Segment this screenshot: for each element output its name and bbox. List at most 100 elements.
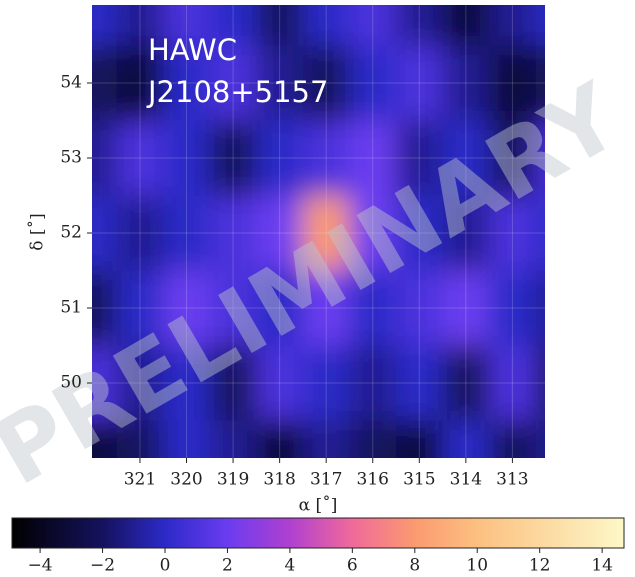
heat-cell <box>302 45 350 121</box>
heat-cell <box>396 45 444 121</box>
heat-cell <box>209 45 257 121</box>
heat-cell <box>209 345 257 421</box>
heat-cell <box>209 5 257 46</box>
heat-cell <box>256 195 304 271</box>
colorbar-tick-label: 10 <box>466 556 488 576</box>
y-tick-label: 51 <box>60 298 82 318</box>
heat-cell <box>489 345 537 421</box>
heat-cell <box>535 195 545 271</box>
heat-cell <box>256 270 304 346</box>
heat-cell <box>442 195 490 271</box>
heat-cell <box>92 5 118 46</box>
heat-cell <box>163 120 211 196</box>
x-tick-label: 314 <box>450 470 482 490</box>
y-tick-label: 50 <box>60 373 82 393</box>
heat-cell <box>302 270 350 346</box>
heat-cell <box>442 345 490 421</box>
heat-cell <box>302 5 350 46</box>
heat-cell <box>92 120 118 196</box>
x-tick-label: 315 <box>403 470 435 490</box>
heat-cell <box>396 345 444 421</box>
heat-cell <box>535 120 545 196</box>
heat-cell <box>535 5 545 46</box>
heat-cell <box>163 5 211 46</box>
heat-cell <box>256 420 304 458</box>
heat-cell <box>349 270 397 346</box>
colorbar-tick-label: 4 <box>284 556 295 576</box>
colorbar-tick-label: 8 <box>409 556 420 576</box>
colorbar-tick-label: 12 <box>529 556 551 576</box>
heat-cell <box>396 420 444 458</box>
heat-cell <box>396 195 444 271</box>
heat-cell <box>349 5 397 46</box>
heat-cell <box>349 345 397 421</box>
heat-cell <box>92 45 118 121</box>
x-axis-label: α [˚] <box>299 496 338 516</box>
heat-cell <box>209 195 257 271</box>
heat-cell <box>535 420 545 458</box>
heat-cell <box>116 120 164 196</box>
heat-cell <box>442 270 490 346</box>
heat-cell <box>116 45 164 121</box>
colorbar <box>11 517 625 549</box>
colorbar-tick-label: 14 <box>591 556 613 576</box>
heat-cell <box>442 5 490 46</box>
heat-cell <box>116 5 164 46</box>
x-tick-label: 317 <box>310 470 342 490</box>
heat-cell <box>489 5 537 46</box>
heat-cell <box>535 345 545 421</box>
heat-cell <box>396 5 444 46</box>
heat-cell <box>442 45 490 121</box>
colorbar-tick-label: 0 <box>160 556 171 576</box>
heat-cell <box>489 270 537 346</box>
heat-cell <box>209 120 257 196</box>
heat-cell <box>349 45 397 121</box>
heat-cell <box>116 420 164 458</box>
heat-cell <box>163 45 211 121</box>
heat-cell <box>209 270 257 346</box>
heat-cell <box>256 45 304 121</box>
heat-cell <box>302 420 350 458</box>
heat-cell <box>116 195 164 271</box>
x-tick-label: 319 <box>217 470 249 490</box>
y-axis-label: δ [˚] <box>28 213 48 250</box>
colorbar-tick-label: −2 <box>90 556 115 576</box>
heat-cell <box>256 5 304 46</box>
colorbar-tick-label: −4 <box>28 556 53 576</box>
heatmap <box>92 5 545 458</box>
heat-cell <box>489 420 537 458</box>
heat-cell <box>349 420 397 458</box>
heat-cell <box>396 120 444 196</box>
heat-cell <box>396 270 444 346</box>
y-tick-label: 52 <box>60 223 82 243</box>
heat-cell <box>442 120 490 196</box>
heat-cell <box>489 195 537 271</box>
heat-cell <box>163 195 211 271</box>
heat-cell <box>92 270 118 346</box>
heat-cell <box>442 420 490 458</box>
heat-cell <box>163 270 211 346</box>
colorbar-tick-label: 2 <box>222 556 233 576</box>
heat-cell <box>163 420 211 458</box>
heat-cell <box>163 345 211 421</box>
heat-cell <box>349 195 397 271</box>
y-tick-label: 54 <box>60 73 82 93</box>
annotation: J2108+5157 <box>146 75 328 109</box>
y-tick-label: 53 <box>60 148 82 168</box>
heat-cell <box>489 120 537 196</box>
heat-cell <box>349 120 397 196</box>
heat-cell <box>92 345 118 421</box>
heat-cell <box>535 270 545 346</box>
x-tick-label: 320 <box>170 470 202 490</box>
x-tick-label: 318 <box>263 470 295 490</box>
heat-cell <box>92 420 118 458</box>
heat-cell <box>256 345 304 421</box>
x-tick-label: 321 <box>124 470 156 490</box>
heat-cell <box>116 270 164 346</box>
heat-cell <box>535 45 545 121</box>
heat-cell <box>116 345 164 421</box>
heat-cell <box>302 120 350 196</box>
annotation: HAWC <box>148 33 237 67</box>
heat-cell <box>489 45 537 121</box>
